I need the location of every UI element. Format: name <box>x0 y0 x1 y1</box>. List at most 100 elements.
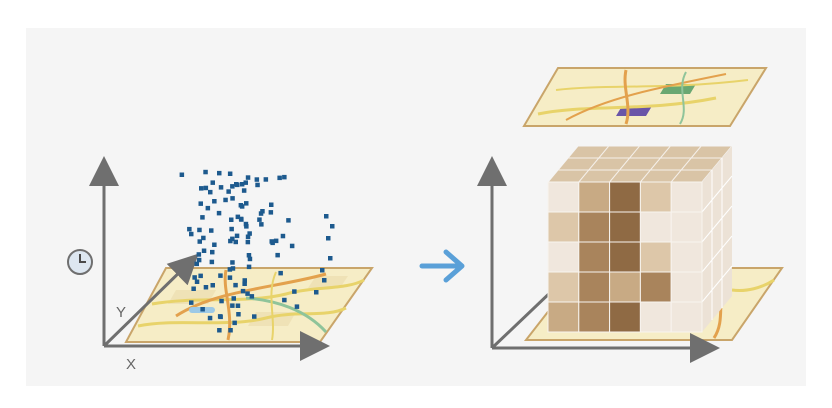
event-point <box>233 239 238 245</box>
event-point <box>328 256 333 261</box>
event-point <box>320 268 325 273</box>
event-point <box>244 224 249 229</box>
event-point <box>223 197 228 203</box>
event-point <box>198 273 203 279</box>
event-point <box>245 175 251 180</box>
event-point <box>227 171 233 176</box>
event-point <box>230 260 235 265</box>
top-map-slice <box>522 67 768 127</box>
event-point <box>277 175 282 181</box>
event-point <box>227 267 233 272</box>
cube-bin <box>639 241 672 273</box>
event-point <box>247 256 253 262</box>
event-point <box>227 275 233 280</box>
clock-icon <box>67 249 93 275</box>
event-point <box>246 253 252 258</box>
event-point <box>196 257 202 263</box>
event-point <box>229 217 234 222</box>
event-point <box>219 298 224 304</box>
event-point <box>255 182 260 188</box>
event-point <box>330 224 335 229</box>
event-point <box>289 243 295 249</box>
cube-bin <box>639 301 672 333</box>
x-axis-label: X <box>126 356 136 373</box>
event-point <box>210 283 215 288</box>
event-point <box>228 328 233 333</box>
cube-bin <box>670 181 703 213</box>
event-point <box>232 320 237 326</box>
event-point <box>203 285 209 290</box>
event-point <box>275 252 280 258</box>
event-point <box>207 315 213 321</box>
event-point <box>278 270 283 276</box>
cube-bin <box>609 181 641 213</box>
event-point <box>230 236 235 242</box>
cube-bin <box>639 181 672 213</box>
arrow-right-icon <box>419 249 465 283</box>
event-point <box>326 236 331 241</box>
event-point <box>233 282 238 288</box>
event-point <box>210 249 215 255</box>
event-point <box>259 222 264 227</box>
cube-bin <box>609 271 641 303</box>
event-point <box>239 182 245 187</box>
event-point <box>191 286 196 291</box>
event-point <box>189 231 194 237</box>
cube-bin <box>547 301 580 333</box>
event-point <box>252 314 257 319</box>
event-point <box>268 210 274 215</box>
event-point <box>189 300 194 305</box>
event-point <box>260 209 265 214</box>
event-point <box>230 266 236 271</box>
cube-bin <box>670 241 703 273</box>
event-point <box>194 279 200 284</box>
cube-bin <box>578 301 611 333</box>
cube-bin <box>609 211 641 243</box>
event-point <box>200 307 205 312</box>
space-time-cube-diagram: Y X <box>67 67 784 373</box>
cube-bin <box>578 271 611 303</box>
cube-bin <box>670 211 703 243</box>
event-point <box>209 228 214 233</box>
cube-bin <box>609 241 641 273</box>
event-point <box>282 174 287 180</box>
event-point <box>273 238 279 244</box>
cube-bin <box>609 301 641 333</box>
cube-bin <box>547 181 580 213</box>
event-point <box>238 203 244 208</box>
event-point <box>242 281 247 286</box>
event-point <box>194 261 199 267</box>
event-point <box>217 328 222 333</box>
left-axes <box>89 156 330 361</box>
event-point <box>258 211 264 216</box>
event-point <box>238 216 244 222</box>
event-point <box>234 182 239 187</box>
event-point <box>247 231 252 236</box>
event-point <box>201 248 207 253</box>
event-point <box>230 196 235 201</box>
y-axis-label: Y <box>116 304 126 321</box>
event-point <box>243 180 248 185</box>
event-point <box>249 294 255 299</box>
event-point <box>218 273 223 278</box>
event-point <box>242 278 247 283</box>
event-point <box>200 215 205 220</box>
event-point <box>235 303 241 308</box>
event-point <box>263 177 269 182</box>
event-point <box>245 234 251 239</box>
event-point <box>199 186 204 191</box>
event-point <box>241 188 247 193</box>
event-point <box>231 296 236 301</box>
event-point <box>269 239 274 244</box>
event-point <box>282 297 287 303</box>
cube-bin <box>547 211 580 243</box>
event-point <box>294 304 300 309</box>
event-point <box>179 172 185 177</box>
event-point <box>196 252 202 257</box>
event-point <box>230 184 235 189</box>
event-points <box>179 169 335 333</box>
event-point <box>269 202 274 207</box>
event-point <box>254 177 260 182</box>
cube-bin <box>547 271 580 303</box>
event-point <box>209 259 215 265</box>
